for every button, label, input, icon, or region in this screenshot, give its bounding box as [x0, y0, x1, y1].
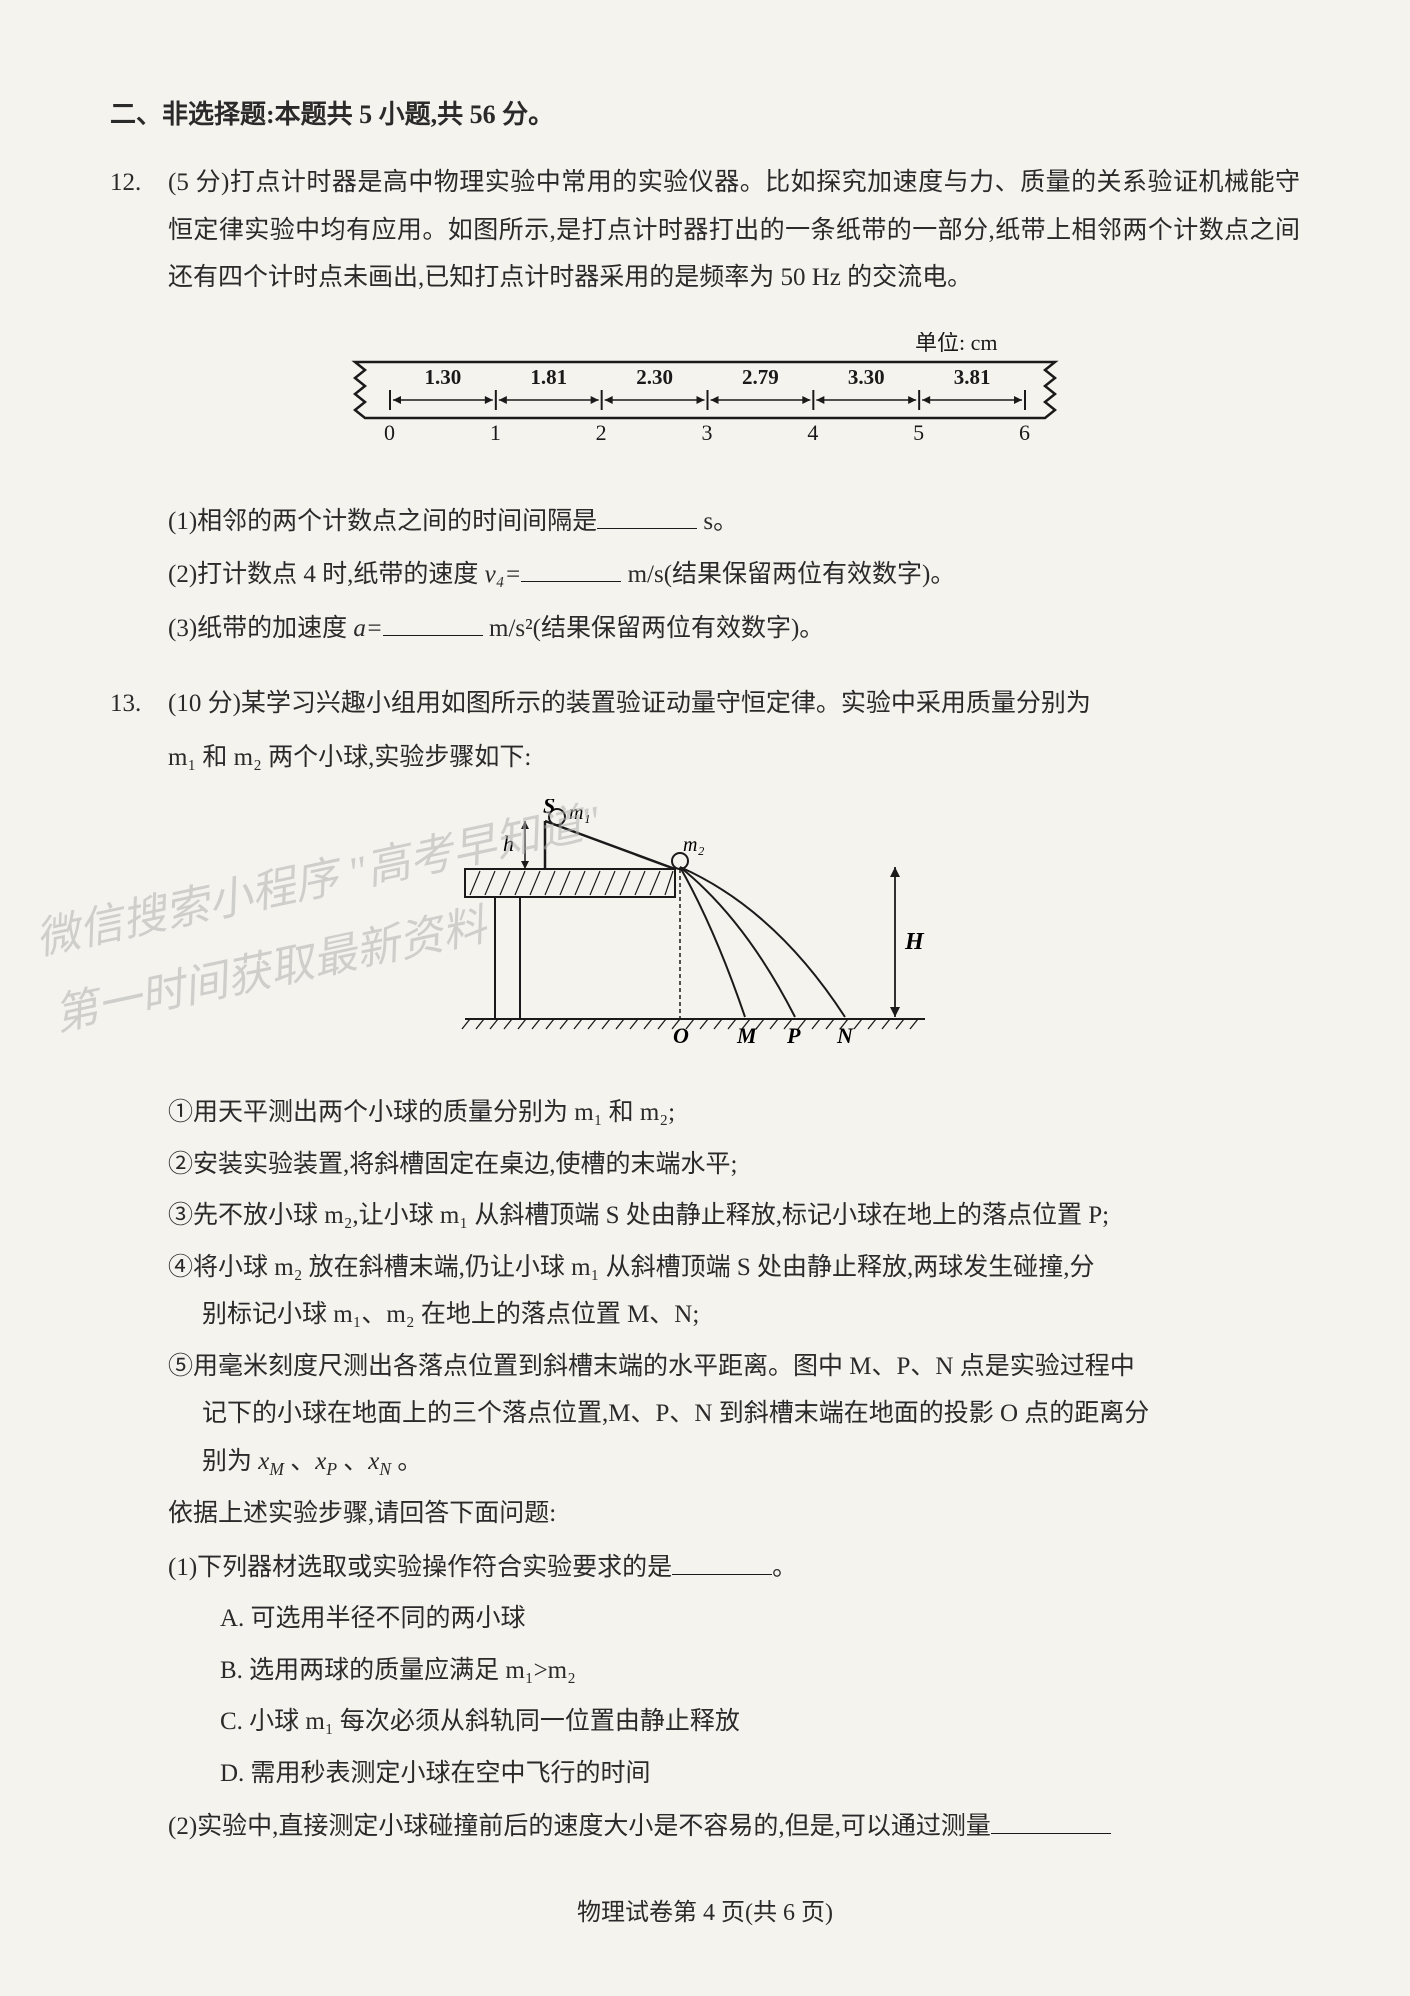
q12-p2-post: m/s(结果保留两位有效数字)。 [621, 561, 955, 588]
svg-text:2.30: 2.30 [636, 365, 673, 389]
q12-body: 打点计时器是高中物理实验中常用的实验仪器。比如探究加速度与力、质量的关系验证机械… [168, 169, 1300, 291]
q12-part3: (3)纸带的加速度 a= m/s²(结果保留两位有效数字)。 [110, 605, 1300, 653]
problem-13: 13. (10 分)某学习兴趣小组用如图所示的装置验证动量守恒定律。实验中采用质量… [110, 680, 1300, 1850]
svg-text:2.79: 2.79 [742, 365, 779, 389]
q12-p2-pre: (2)打计数点 4 时,纸带的速度 [168, 561, 485, 588]
traj-M [680, 867, 745, 1017]
q12-num: 12. [110, 169, 141, 196]
N-label: N [836, 1023, 854, 1048]
blank-p1[interactable] [672, 1545, 772, 1575]
step-1: ①用天平测出两个小球的质量分别为 m₁ 和 m₂; [110, 1089, 1300, 1137]
q12-p3-pre: (3)纸带的加速度 [168, 615, 353, 642]
tape-unit: 单位: cm [915, 332, 998, 355]
q12-part2: (2)打计数点 4 时,纸带的速度 v₄= m/s(结果保留两位有效数字)。 [110, 551, 1300, 599]
tape-ticks: 0 1.30 1 1.81 2 2.30 3 2.79 4 3.30 5 3.81 6 [384, 365, 1030, 445]
M-label: M [736, 1023, 758, 1048]
blank-p2[interactable] [991, 1804, 1111, 1834]
step-3: ③先不放小球 m₂,让小球 m₁ 从斜槽顶端 S 处由静止释放,标记小球在地上的… [110, 1192, 1300, 1240]
q13-intro: 13. (10 分)某学习兴趣小组用如图所示的装置验证动量守恒定律。实验中采用质量… [110, 680, 1300, 728]
step-lead: 依据上述实验步骤,请回答下面问题: [110, 1490, 1300, 1538]
svg-text:0: 0 [384, 420, 395, 445]
h-label: h [503, 831, 514, 856]
q13-part2: (2)实验中,直接测定小球碰撞前后的速度大小是不容易的,但是,可以通过测量 [110, 1803, 1300, 1851]
svg-text:1.30: 1.30 [425, 365, 462, 389]
blank-a[interactable] [383, 606, 483, 636]
step-4a: ④将小球 m₂ 放在斜槽末端,仍让小球 m₁ 从斜槽顶端 S 处由静止释放,两球… [110, 1244, 1300, 1292]
S-label: S [543, 799, 555, 818]
svg-text:1.81: 1.81 [530, 365, 567, 389]
fig13-wrap: 微信搜索小程序 "高考早知道" 第一时间获取最新资料 h S m₁ m₂ [110, 799, 1300, 1059]
q13-intro1: 某学习兴趣小组用如图所示的装置验证动量守恒定律。实验中采用质量分别为 [241, 690, 1091, 717]
q12-p2-sym: v₄= [485, 561, 522, 588]
q13-part1: (1)下列器材选取或实验操作符合实验要求的是 。 [110, 1544, 1300, 1592]
svg-text:2: 2 [596, 420, 607, 445]
page-footer: 物理试卷第 4 页(共 6 页) [110, 1891, 1300, 1937]
svg-text:1: 1 [490, 420, 501, 445]
q12-p3-sym: a= [353, 615, 382, 642]
q13-intro2: m₁ 和 m₂ 两个小球,实验步骤如下: [110, 734, 1300, 782]
P-label: P [786, 1023, 801, 1048]
q12-part1: (1)相邻的两个计数点之间的时间间隔是 s。 [110, 498, 1300, 546]
option-B: B. 选用两球的质量应满足 m₁>m₂ [110, 1647, 1300, 1695]
q13-points: (10 分) [168, 690, 241, 717]
q12-p3-post: m/s²(结果保留两位有效数字)。 [483, 615, 825, 642]
step-5c: 别为 xM 、xP 、xN 。 [110, 1438, 1300, 1486]
problem-12: 12. (5 分)打点计时器是高中物理实验中常用的实验仪器。比如探究加速度与力、质… [110, 159, 1300, 652]
option-D: D. 需用秒表测定小球在空中飞行的时间 [110, 1750, 1300, 1798]
m2-label: m₂ [683, 834, 704, 856]
step-5b: 记下的小球在地面上的三个落点位置,M、P、N 到斜槽末端在地面的投影 O 点的距… [110, 1390, 1300, 1438]
m1-label: m₁ [569, 802, 590, 824]
q12-p1-pre: (1)相邻的两个计数点之间的时间间隔是 [168, 508, 597, 535]
blank-time[interactable] [597, 499, 697, 529]
q12-p1-post: s。 [697, 508, 738, 535]
H-label: H [904, 929, 925, 955]
tape-svg: 单位: cm 0 1.30 1 1.81 2 2.30 3 2.79 4 3.30 5 3.81 6 [325, 332, 1085, 462]
q13-p1-post: 。 [772, 1554, 797, 1581]
svg-text:3.81: 3.81 [954, 365, 991, 389]
svg-text:3.30: 3.30 [848, 365, 885, 389]
svg-text:4: 4 [807, 420, 818, 445]
option-C: C. 小球 m₁ 每次必须从斜轨同一位置由静止释放 [110, 1698, 1300, 1746]
blank-v4[interactable] [521, 552, 621, 582]
tape-figure: 单位: cm 0 1.30 1 1.81 2 2.30 3 2.79 4 3.30 5 3.81 6 [110, 332, 1300, 462]
svg-text:5: 5 [913, 420, 924, 445]
table-hatch [470, 871, 673, 895]
step-5a: ⑤用毫米刻度尺测出各落点位置到斜槽末端的水平距离。图中 M、P、N 点是实验过程… [110, 1343, 1300, 1391]
q12-points: (5 分) [168, 169, 229, 196]
q13-p1-text: (1)下列器材选取或实验操作符合实验要求的是 [168, 1554, 672, 1581]
q13-p2-text: (2)实验中,直接测定小球碰撞前后的速度大小是不容易的,但是,可以通过测量 [168, 1813, 991, 1840]
O-label: O [673, 1023, 689, 1048]
fig13-svg: h S m₁ m₂ H O M P N [425, 799, 985, 1059]
step-4b: 别标记小球 m₁、m₂ 在地上的落点位置 M、N; [110, 1291, 1300, 1339]
q13-num: 13. [110, 690, 141, 717]
step-2: ②安装实验装置,将斜槽固定在桌边,使槽的末端水平; [110, 1141, 1300, 1189]
svg-text:3: 3 [702, 420, 713, 445]
ramp [545, 821, 675, 869]
section-header: 二、非选择题:本题共 5 小题,共 56 分。 [110, 90, 1300, 139]
q12-text: 12. (5 分)打点计时器是高中物理实验中常用的实验仪器。比如探究加速度与力、质… [110, 159, 1300, 302]
option-A: A. 可选用半径不同的两小球 [110, 1595, 1300, 1643]
svg-text:6: 6 [1019, 420, 1030, 445]
